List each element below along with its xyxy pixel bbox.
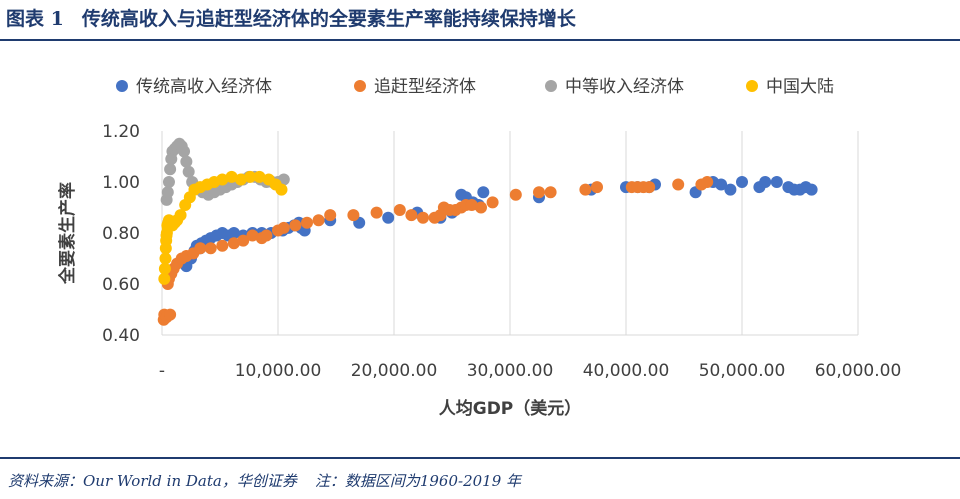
data-point xyxy=(204,242,217,255)
data-point xyxy=(382,211,395,224)
data-point xyxy=(701,176,714,188)
source-text: 资料来源：Our World in Data，华创证券 xyxy=(8,472,297,490)
figure-title-text: 传统高收入与追赶型经济体的全要素生产率能持续保持增长 xyxy=(81,8,576,30)
y-tick-label: 0.60 xyxy=(102,275,140,295)
data-point xyxy=(544,186,557,199)
data-point xyxy=(465,198,478,211)
data-point xyxy=(244,170,257,183)
y-tick-label: 1.00 xyxy=(102,173,140,193)
data-point xyxy=(417,211,429,224)
data-point xyxy=(770,176,783,188)
figure-label: 图表 1 xyxy=(6,8,64,30)
data-point xyxy=(162,176,175,188)
scatter-chart: 传统高收入经济体 追赶型经济体 中等收入经济体 中国大陆 0.40 0.60 0.80 1.… xyxy=(57,77,901,419)
data-point xyxy=(347,209,360,222)
x-axis-label: 人均GDP（美元） xyxy=(439,398,582,419)
x-tick-label: 20,000.00 xyxy=(351,361,438,381)
y-tick-label: 1.20 xyxy=(102,122,140,142)
data-point xyxy=(253,170,266,183)
data-point xyxy=(405,209,418,222)
x-tick-label: 30,000.00 xyxy=(467,361,554,381)
data-point xyxy=(370,206,383,219)
chart-axes: 0.40 0.60 0.80 1.00 1.20 - 10,000.00 20,000.00 3… xyxy=(102,122,901,381)
data-point xyxy=(301,216,313,229)
data-point xyxy=(579,183,592,196)
legend-marker xyxy=(116,80,128,92)
chart-legend: 传统高收入经济体 追赶型经济体 中等收入经济体 中国大陆 xyxy=(116,77,834,97)
legend-label: 中国大陆 xyxy=(766,77,834,97)
footer: 资料来源：Our World in Data，华创证券 注：数据区间为1960-2… xyxy=(8,470,521,491)
data-point xyxy=(246,229,259,242)
data-point xyxy=(477,186,490,199)
data-point xyxy=(643,181,656,194)
y-tick-label: 0.80 xyxy=(102,224,140,244)
data-point xyxy=(759,176,772,188)
data-point xyxy=(289,219,302,232)
data-point xyxy=(509,188,522,201)
data-point xyxy=(161,186,174,199)
data-point xyxy=(277,221,290,234)
data-point xyxy=(158,272,171,285)
data-point xyxy=(164,163,177,176)
data-point xyxy=(174,209,187,222)
data-point xyxy=(164,308,177,321)
data-point xyxy=(227,227,240,239)
legend-marker xyxy=(354,80,366,92)
data-point xyxy=(275,183,288,196)
data-point xyxy=(393,204,406,217)
data-point xyxy=(178,145,191,158)
data-point xyxy=(486,196,499,209)
data-point xyxy=(805,183,818,196)
note-text: 注：数据区间为1960-2019 年 xyxy=(314,472,522,490)
data-point xyxy=(182,165,195,178)
data-point xyxy=(736,176,748,188)
data-point xyxy=(715,178,728,191)
legend-marker xyxy=(545,80,557,92)
data-point xyxy=(234,173,247,186)
data-point xyxy=(312,214,325,227)
data-point xyxy=(324,209,337,222)
data-point xyxy=(227,237,240,250)
y-tick-label: 0.40 xyxy=(102,326,140,346)
data-point xyxy=(533,186,545,199)
data-point xyxy=(158,262,171,275)
data-point xyxy=(194,242,207,255)
x-tick-label: 40,000.00 xyxy=(583,361,670,381)
data-point xyxy=(591,181,603,194)
x-tick-label: 60,000.00 xyxy=(815,361,902,381)
x-tick-label: - xyxy=(159,361,165,381)
y-axis-label: 全要素生产率 xyxy=(57,182,78,285)
x-tick-label: 10,000.00 xyxy=(235,361,322,381)
legend-label: 传统高收入经济体 xyxy=(136,77,272,97)
footer-rule xyxy=(0,457,960,459)
data-point xyxy=(237,234,250,247)
data-point xyxy=(475,201,487,214)
legend-label: 追赶型经济体 xyxy=(374,77,476,97)
title-rule xyxy=(0,39,960,41)
chart-points xyxy=(157,137,818,326)
x-tick-label: 50,000.00 xyxy=(699,361,786,381)
data-point xyxy=(672,178,685,191)
legend-label: 中等收入经济体 xyxy=(565,77,684,97)
legend-marker xyxy=(746,80,758,92)
data-point xyxy=(225,170,238,183)
data-point xyxy=(180,155,193,168)
data-point xyxy=(216,173,229,186)
data-point xyxy=(724,183,737,196)
data-point xyxy=(216,239,229,252)
data-point xyxy=(260,229,273,242)
data-point xyxy=(159,252,172,265)
figure-title: 图表 1 传统高收入与追赶型经济体的全要素生产率能持续保持增长 xyxy=(6,4,576,31)
